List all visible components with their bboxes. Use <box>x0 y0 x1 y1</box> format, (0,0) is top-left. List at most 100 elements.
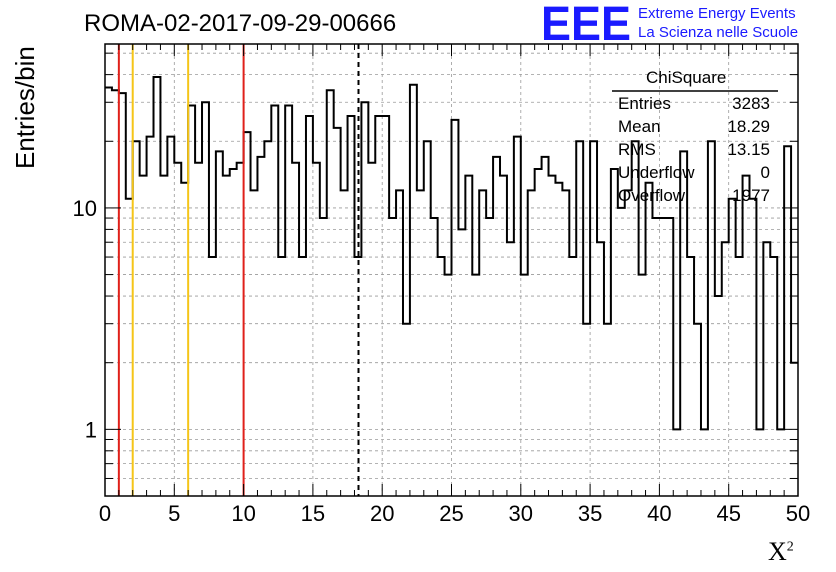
stats-box-title: ChiSquare <box>646 68 727 87</box>
x-tick-label: 5 <box>168 501 180 526</box>
histogram-bin <box>368 163 375 496</box>
histogram-bin <box>285 106 292 496</box>
histogram-bin <box>770 257 777 496</box>
histogram-bin <box>472 275 479 496</box>
histogram-bin <box>154 77 161 496</box>
histogram-bin <box>320 218 327 496</box>
x-tick-label: 20 <box>370 501 394 526</box>
histogram-bin <box>105 87 112 496</box>
histogram-bin <box>652 218 659 496</box>
histogram-bin <box>167 137 174 496</box>
chart-title: ROMA-02-2017-09-29-00666 <box>84 10 397 37</box>
histogram-bin <box>722 242 729 496</box>
histogram-bin <box>174 163 181 496</box>
histogram-bin <box>694 324 701 496</box>
histogram-bin <box>382 116 389 496</box>
x-tick-label: 25 <box>439 501 463 526</box>
histogram-bin <box>715 296 722 496</box>
histogram-bin <box>639 275 646 496</box>
histogram-bin <box>784 146 791 496</box>
histogram-bin <box>264 141 271 496</box>
y-tick-label: 1 <box>85 417 97 442</box>
histogram-outline <box>105 76 798 431</box>
histogram-bin <box>417 190 424 496</box>
histogram-bin <box>583 324 590 496</box>
histogram-bin <box>112 90 119 496</box>
histogram-bin <box>223 176 230 496</box>
histogram-bin <box>507 242 514 496</box>
histogram-bin <box>244 132 251 496</box>
histogram-bin <box>278 257 285 496</box>
histogram-bin <box>438 257 445 496</box>
histogram-bin <box>590 141 597 496</box>
histogram-bin <box>618 208 625 496</box>
stat-value-mean: 18.29 <box>727 117 770 136</box>
eee-logo-icon: EEE <box>541 2 631 42</box>
histogram-bin <box>500 176 507 496</box>
histogram-bin <box>361 102 368 496</box>
histogram-bin <box>299 257 306 496</box>
histogram-bin <box>389 218 396 496</box>
histogram-bin <box>160 176 167 496</box>
histogram-bin <box>140 176 147 496</box>
histogram-bin <box>327 90 334 496</box>
x-axis-label-text: X <box>768 537 787 566</box>
histogram-bin <box>708 141 715 496</box>
x-tick-label: 45 <box>716 501 740 526</box>
histogram-bin <box>313 163 320 496</box>
stat-value-overflow: 1977 <box>732 186 770 205</box>
histogram-bin <box>424 141 431 496</box>
x-tick-label: 0 <box>99 501 111 526</box>
histogram-bin <box>431 218 438 496</box>
x-tick-label: 30 <box>509 501 533 526</box>
histogram-bin <box>237 163 244 496</box>
logo-mark: EEE <box>541 2 631 42</box>
stat-value-rms: 13.15 <box>727 140 770 159</box>
histogram-bin <box>271 106 278 496</box>
y-tick-labels: 1 10 <box>73 196 97 442</box>
histogram-bin <box>569 257 576 496</box>
histogram-bin <box>306 116 313 496</box>
histogram-bin <box>375 116 382 496</box>
histogram-bin <box>604 324 611 496</box>
y-axis-label: Entries/bin <box>10 46 40 169</box>
histogram-bin <box>334 128 341 496</box>
stat-label-rms: RMS <box>618 140 656 159</box>
histogram-bin <box>666 218 673 496</box>
histogram-bin <box>625 190 632 496</box>
reference-lines <box>117 44 360 496</box>
y-tick-label: 10 <box>73 196 97 221</box>
histogram-bin <box>659 218 666 496</box>
histogram-bin <box>147 137 154 496</box>
stat-value-entries: 3283 <box>732 94 770 113</box>
axes <box>104 43 799 497</box>
histogram-bin <box>188 106 195 496</box>
histogram-bin <box>597 242 604 496</box>
histogram-bin <box>528 190 535 496</box>
histogram-bars <box>105 76 798 496</box>
x-tick-label: 50 <box>786 501 810 526</box>
histogram-bin <box>514 137 521 496</box>
histogram-bin <box>549 176 556 496</box>
histogram-bin <box>562 190 569 496</box>
histogram-bin <box>736 257 743 496</box>
stat-label-overflow: Overflow <box>618 186 686 205</box>
grid <box>104 44 799 496</box>
histogram-bin <box>195 163 202 496</box>
stat-label-mean: Mean <box>618 117 661 136</box>
stat-label-entries: Entries <box>618 94 671 113</box>
histogram-bin <box>729 199 736 496</box>
histogram-bin <box>521 275 528 496</box>
histogram-bin <box>292 163 299 496</box>
histogram-bin <box>465 176 472 496</box>
x-axis-label-superscript: 2 <box>786 539 794 555</box>
x-tick-label: 35 <box>578 501 602 526</box>
histogram-bin <box>202 102 209 496</box>
x-tick-label: 40 <box>647 501 671 526</box>
stat-value-underflow: 0 <box>760 163 770 182</box>
logo-line-2: La Scienza nelle Scuole <box>638 24 799 41</box>
x-tick-label: 10 <box>231 501 255 526</box>
histogram-bin <box>119 93 126 496</box>
histogram-bin <box>126 199 133 496</box>
histogram-bin <box>133 141 140 496</box>
